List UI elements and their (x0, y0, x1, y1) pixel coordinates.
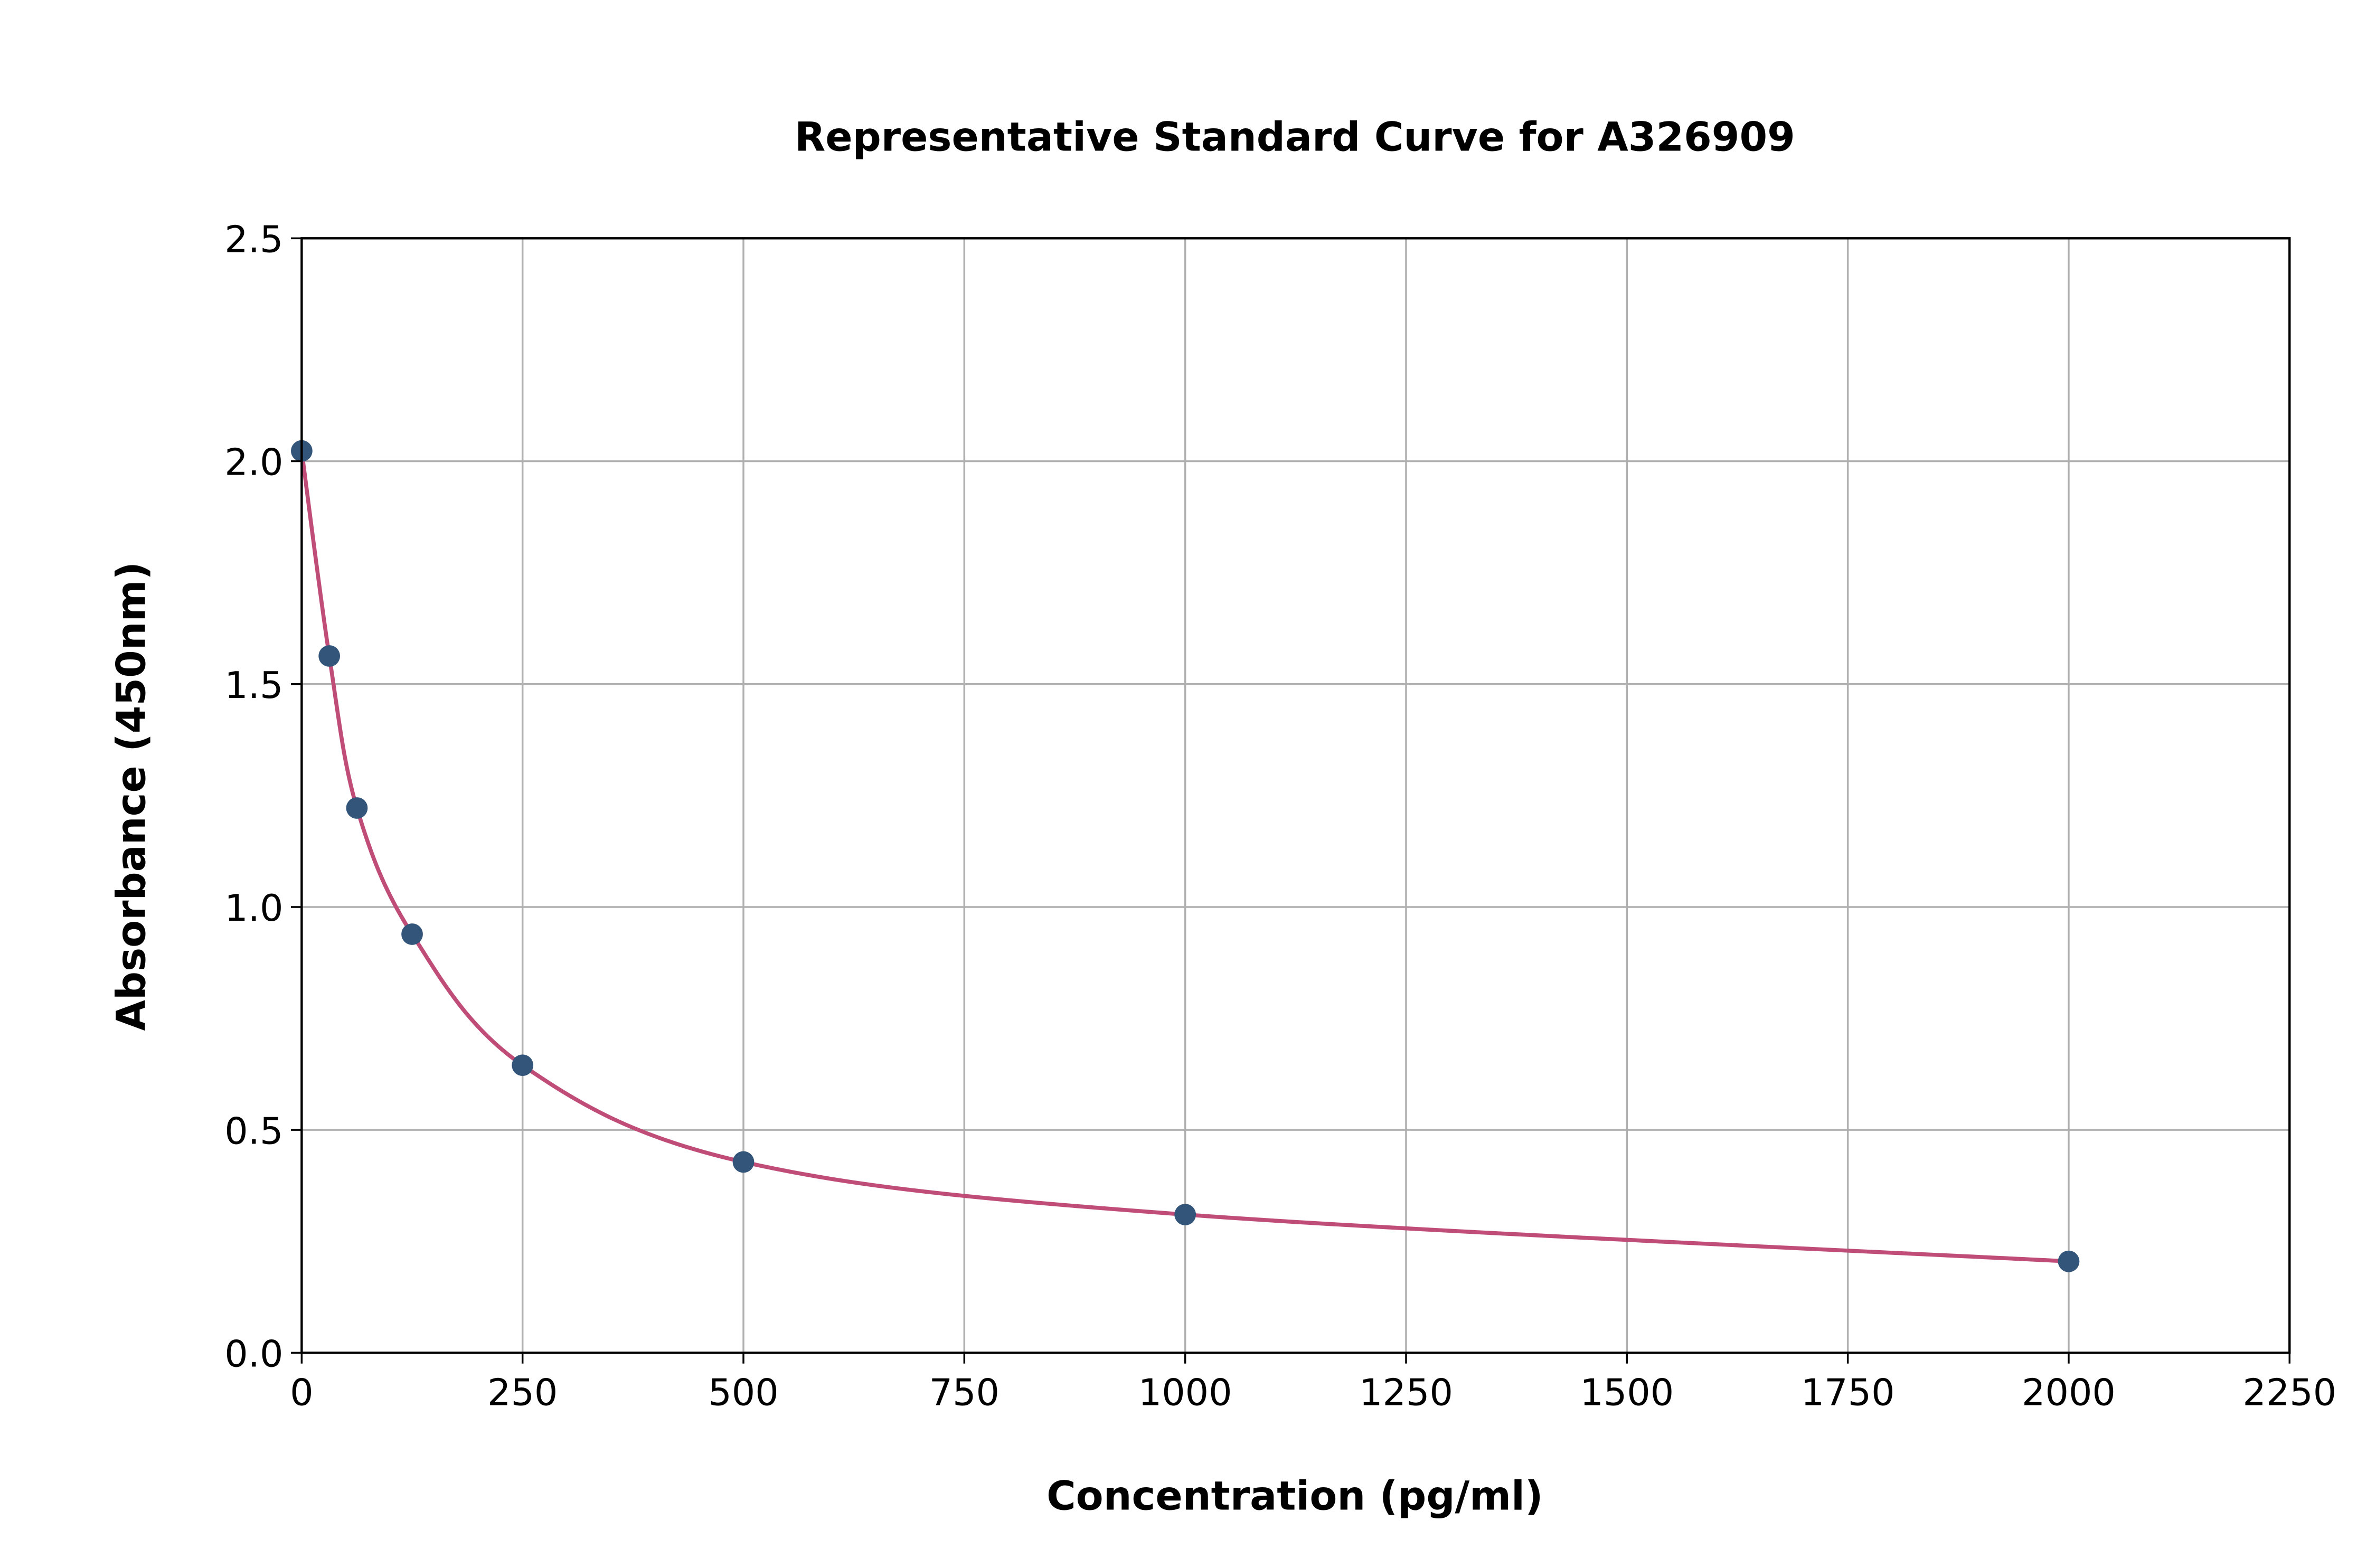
x-tick-label: 1750 (1801, 1371, 1895, 1414)
x-tick-label: 250 (487, 1371, 558, 1414)
grid (300, 237, 2291, 1354)
y-tick-label: 2.5 (224, 219, 283, 261)
x-tick-label: 750 (929, 1371, 1000, 1414)
data-points (290, 440, 2080, 1272)
x-axis-label: Concentration (pg/ml) (1046, 1472, 1543, 1519)
x-tick-label: 1000 (1138, 1371, 1232, 1414)
data-point (512, 1054, 534, 1076)
x-tick-label: 2000 (2022, 1371, 2116, 1414)
y-axis-label: Absorbance (450nm) (108, 562, 154, 1031)
data-point (732, 1151, 755, 1173)
x-tick-label: 1500 (1580, 1371, 1674, 1414)
x-tick-label: 2250 (2242, 1371, 2336, 1414)
data-point (346, 797, 368, 819)
fit-curve-layer (299, 450, 2069, 1264)
ticks: 0 250 500 750 1000 1250 1500 1750 2000 2250 0.0 0.5… (224, 219, 2336, 1414)
plot-frame (300, 237, 2291, 1354)
x-tick-label: 1250 (1359, 1371, 1453, 1414)
chart-title: Representative Standard Curve for A32690… (795, 114, 1795, 160)
y-tick-label: 1.5 (224, 664, 283, 707)
x-tick-label: 500 (708, 1371, 778, 1414)
data-point (401, 923, 423, 945)
data-point (318, 645, 341, 667)
x-tick-label: 0 (290, 1371, 313, 1414)
fit-curve (299, 450, 2069, 1264)
y-tick-label: 0.0 (224, 1333, 283, 1376)
data-point (2058, 1250, 2080, 1272)
y-tick-label: 1.0 (224, 887, 283, 930)
y-tick-label: 0.5 (224, 1110, 283, 1153)
y-tick-label: 2.0 (224, 441, 283, 484)
data-point (1174, 1204, 1196, 1225)
